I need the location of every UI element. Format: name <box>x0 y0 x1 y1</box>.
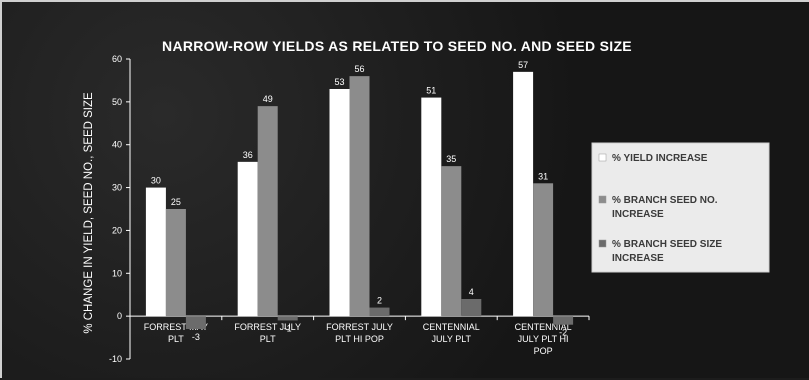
bar <box>461 299 482 317</box>
x-tick-label: CENTENNIAL <box>515 322 572 332</box>
x-tick-label: FORREST JULY <box>326 322 393 332</box>
legend-label: INCREASE <box>612 253 664 264</box>
bar <box>513 71 534 317</box>
data-label: 49 <box>263 94 273 104</box>
bar <box>349 76 370 317</box>
bar <box>533 183 554 317</box>
bar <box>553 316 574 325</box>
data-label: 53 <box>334 77 344 87</box>
y-tick-label: 30 <box>112 183 122 193</box>
data-label: 4 <box>469 287 474 297</box>
y-tick-label: 60 <box>112 54 122 64</box>
legend-swatch <box>598 195 607 204</box>
chart-title: NARROW-ROW YIELDS AS RELATED TO SEED NO.… <box>162 38 632 54</box>
x-tick-label: JULY PLT HI <box>518 334 569 344</box>
data-label: -1 <box>284 323 292 333</box>
y-tick-label: 0 <box>117 311 122 321</box>
data-label: 25 <box>171 197 181 207</box>
y-tick-label: 10 <box>112 268 122 278</box>
data-label: -3 <box>192 332 200 342</box>
data-label: 57 <box>518 60 528 70</box>
bar <box>257 106 278 317</box>
y-tick-label: -10 <box>109 354 122 364</box>
y-tick-label: 20 <box>112 225 122 235</box>
x-tick-label: PLT HI POP <box>335 334 384 344</box>
x-tick-label: FORREST MAY <box>144 322 208 332</box>
legend-swatch <box>598 239 607 248</box>
legend-box <box>591 142 770 273</box>
bar <box>329 89 350 317</box>
bar <box>441 166 462 317</box>
bar <box>145 187 166 317</box>
bar <box>185 316 206 329</box>
data-label: 51 <box>426 86 436 96</box>
bars: 30 25 -3 36 49 -1 53 56 2 51 35 4 57 31 -2 <box>145 60 574 342</box>
bar <box>237 161 258 317</box>
legend-label: INCREASE <box>612 209 664 220</box>
legend: % YIELD INCREASE % BRANCH SEED NO. INCREAS… <box>591 142 770 273</box>
data-label: -2 <box>559 328 567 338</box>
data-label: 36 <box>243 150 253 160</box>
legend-label: % BRANCH SEED NO. <box>612 195 718 206</box>
x-tick-label: PLT <box>260 334 276 344</box>
x-tick-label: PLT <box>168 334 184 344</box>
x-tick-label: CENTENNIAL <box>423 322 480 332</box>
data-label: 56 <box>354 64 364 74</box>
y-axis-label: % CHANGE IN YIELD, SEED NO., SEED SIZE <box>83 92 95 334</box>
data-label: 30 <box>151 176 161 186</box>
bar <box>369 307 390 317</box>
bar <box>421 97 442 317</box>
data-label: 2 <box>377 296 382 306</box>
x-tick-label: POP <box>534 346 553 356</box>
x-tick-label: FORREST JULY <box>234 322 301 332</box>
x-tick-label: JULY PLT <box>432 334 472 344</box>
bar <box>165 209 186 317</box>
y-tick-label: 50 <box>112 97 122 107</box>
legend-swatch <box>598 153 607 162</box>
legend-label: % BRANCH SEED SIZE <box>612 239 722 250</box>
legend-label: % YIELD INCREASE <box>612 153 708 164</box>
bar <box>277 316 298 321</box>
y-tick-label: 40 <box>112 140 122 150</box>
data-label: 31 <box>538 171 548 181</box>
data-label: 35 <box>446 154 456 164</box>
axes: -10 0 10 20 30 40 50 60 FORREST MAY PLT FORREST JU… <box>109 54 590 364</box>
